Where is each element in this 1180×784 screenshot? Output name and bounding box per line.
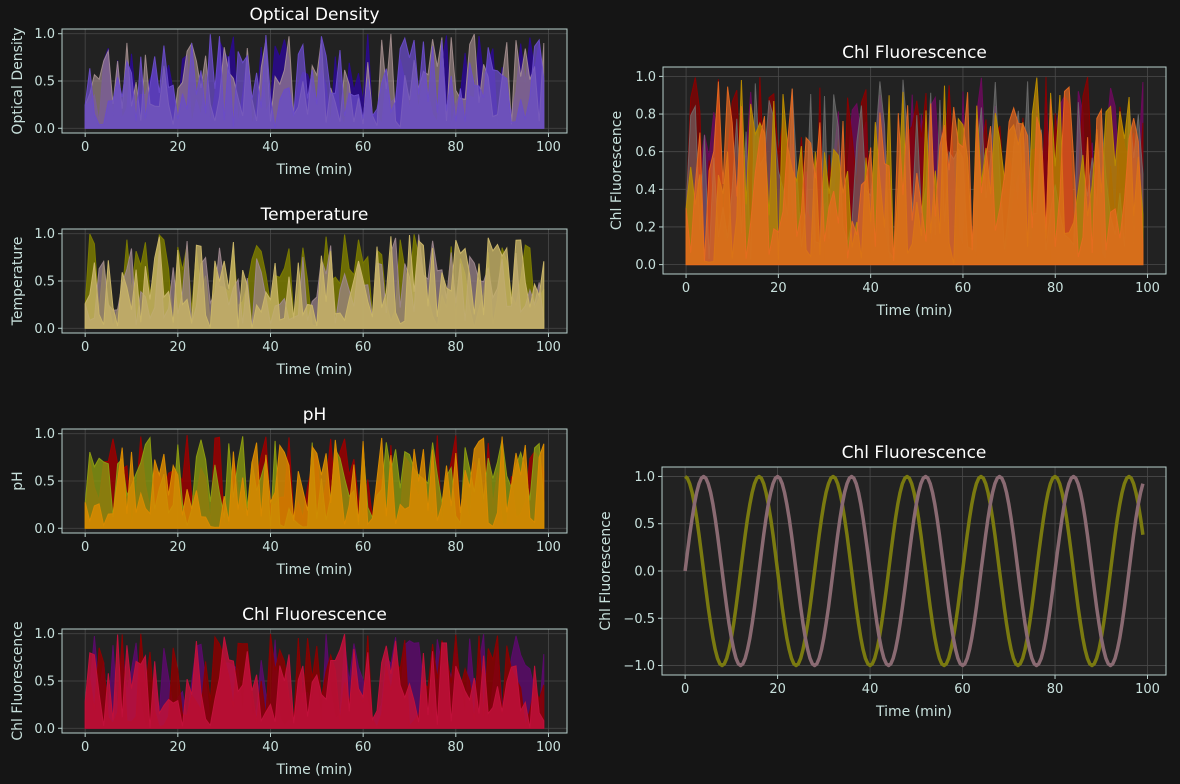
x-tick-label: 20 [170, 340, 187, 355]
x-tick-label: 80 [448, 340, 465, 355]
y-tick-label: 1.0 [634, 470, 655, 485]
x-tick-label: 60 [355, 340, 372, 355]
x-tick-label: 80 [448, 140, 465, 155]
chart-temp: 0 20 40 60 80 100 0.0 0.5 1.0 Temperature Time (mi… [10, 205, 568, 378]
x-tick-label: 0 [81, 340, 89, 355]
y-tick-label: 0.4 [635, 183, 656, 198]
series-group [84, 434, 545, 529]
chart-ph: 0 20 40 60 80 100 0.0 0.5 1.0 pH Time (min) pH [10, 405, 568, 578]
chart-chl3: 0 20 40 60 80 100 −1.0 −0.5 0.0 0.5 1.0 Chl Fluores… [598, 443, 1167, 720]
x-axis-label: Time (min) [275, 162, 352, 178]
x-tick-label: 60 [355, 740, 372, 755]
plot-frame [662, 66, 1167, 275]
series-group [84, 33, 545, 129]
y-axis-label: Optical Density [10, 27, 26, 134]
chart-title: Chl Fluorescence [242, 605, 387, 625]
x-tick-label: 20 [170, 540, 187, 555]
x-tick-label: 40 [262, 140, 279, 155]
y-tick-label: 0.2 [635, 220, 656, 235]
x-tick-label: 100 [536, 740, 561, 755]
x-tick-label: 20 [770, 281, 787, 296]
y-tick-label: 0.5 [34, 675, 55, 690]
x-tick-label: 40 [262, 340, 279, 355]
area-series-3 [84, 634, 545, 729]
y-tick-label: 1.0 [34, 227, 55, 242]
area-series-3 [84, 34, 545, 129]
y-tick-label: 1.0 [34, 627, 55, 642]
x-tick-label: 40 [262, 540, 279, 555]
line-series-1 [684, 474, 1145, 668]
y-tick-label: 0.5 [634, 517, 655, 532]
series-group [685, 76, 1144, 266]
x-tick-label: 60 [955, 281, 972, 296]
chart-od: 0 20 40 60 80 100 0.0 0.5 1.0 Optical Density Time… [10, 5, 568, 178]
series-group [84, 233, 545, 329]
chart-title: Optical Density [249, 5, 379, 25]
y-axis-label: Chl Fluorescence [598, 511, 614, 630]
y-tick-label: 0.8 [635, 108, 656, 123]
y-tick-label: 0.5 [34, 275, 55, 290]
y-tick-label: 0.0 [634, 565, 655, 580]
x-tick-label: 80 [1047, 281, 1064, 296]
x-tick-label: 80 [448, 540, 465, 555]
y-tick-label: −1.0 [623, 659, 655, 674]
y-tick-label: 0.5 [34, 475, 55, 490]
x-tick-label: 60 [954, 682, 971, 697]
y-axis-label: pH [10, 471, 26, 490]
area-series-5 [685, 81, 1144, 266]
x-axis-label: Time (min) [275, 562, 352, 578]
x-tick-label: 0 [81, 540, 89, 555]
x-tick-label: 80 [1047, 682, 1064, 697]
y-axis-label: Chl Fluorescence [609, 111, 625, 230]
y-tick-label: −0.5 [623, 612, 655, 627]
chart-title: pH [303, 405, 327, 425]
x-tick-label: 0 [81, 140, 89, 155]
line-series-2 [683, 474, 1145, 668]
chart-title: Temperature [260, 205, 369, 225]
x-tick-label: 40 [862, 682, 879, 697]
area-series-3 [84, 234, 545, 329]
y-tick-label: 0.6 [635, 145, 656, 160]
x-axis-label: Time (min) [875, 303, 952, 319]
chart-chl1: 0 20 40 60 80 100 0.0 0.5 1.0 Chl Fluorescence Tim… [10, 605, 568, 778]
x-tick-label: 100 [536, 140, 561, 155]
x-tick-label: 0 [681, 682, 689, 697]
y-tick-label: 0.0 [635, 258, 656, 273]
x-tick-label: 20 [170, 740, 187, 755]
chart-chl2: 0 20 40 60 80 100 0.0 0.2 0.4 0.6 0.8 1.0 Chl Fluore… [609, 43, 1167, 319]
x-tick-label: 60 [355, 540, 372, 555]
x-tick-label: 20 [769, 682, 786, 697]
y-axis-label: Temperature [10, 237, 26, 327]
x-tick-label: 100 [1135, 682, 1160, 697]
chart-title: Chl Fluorescence [842, 43, 987, 63]
y-tick-label: 0.5 [34, 75, 55, 90]
y-tick-label: 0.0 [34, 322, 55, 337]
y-tick-label: 0.0 [34, 722, 55, 737]
y-tick-label: 1.0 [635, 70, 656, 85]
x-tick-label: 40 [862, 281, 879, 296]
area-series-3 [84, 436, 545, 529]
x-axis-label: Time (min) [875, 704, 952, 720]
chart-title: Chl Fluorescence [842, 443, 987, 463]
x-tick-label: 100 [1135, 281, 1160, 296]
series-group [84, 633, 545, 729]
x-tick-label: 80 [448, 740, 465, 755]
y-tick-label: 1.0 [34, 27, 55, 42]
x-axis-label: Time (min) [275, 762, 352, 778]
x-tick-label: 100 [536, 340, 561, 355]
y-axis-label: Chl Fluorescence [10, 621, 26, 740]
y-tick-label: 0.0 [34, 122, 55, 137]
y-tick-label: 0.0 [34, 522, 55, 537]
series-group [683, 474, 1145, 668]
x-tick-label: 0 [682, 281, 690, 296]
y-tick-label: 1.0 [34, 427, 55, 442]
x-tick-label: 100 [536, 540, 561, 555]
x-tick-label: 60 [355, 140, 372, 155]
x-tick-label: 20 [170, 140, 187, 155]
x-tick-label: 0 [81, 740, 89, 755]
x-tick-label: 40 [262, 740, 279, 755]
x-axis-label: Time (min) [275, 362, 352, 378]
